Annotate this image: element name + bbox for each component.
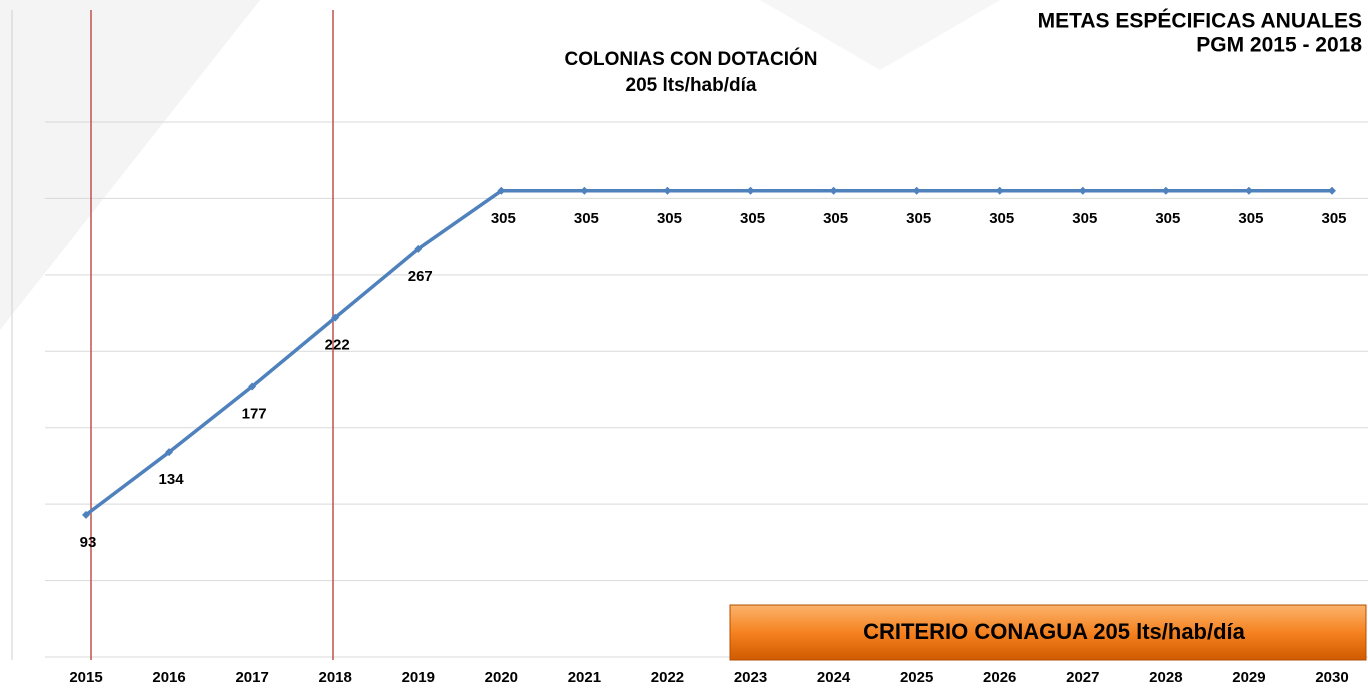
data-label: 305 (574, 210, 599, 227)
data-label: 305 (1072, 210, 1097, 227)
data-label: 305 (740, 210, 765, 227)
header: PGM 2015 - 2018 (1196, 34, 1362, 57)
x-tick-label: 2020 (485, 669, 518, 686)
point (663, 186, 672, 195)
data-label: 305 (491, 210, 516, 227)
point (82, 510, 90, 519)
chart-subtitle: 205 lts/hab/día (626, 75, 757, 96)
data-label: 222 (325, 337, 350, 354)
x-tick-label: 2025 (900, 669, 933, 686)
x-tick-label: 2026 (983, 669, 1016, 686)
point (331, 313, 340, 322)
point (1161, 186, 1170, 195)
point (912, 186, 921, 195)
point (414, 244, 423, 253)
x-tick-label: 2027 (1066, 669, 1099, 686)
point (746, 186, 755, 195)
data-label: 134 (159, 471, 185, 488)
x-tick-label: 2022 (651, 669, 684, 686)
x-tick-label: 2018 (319, 669, 352, 686)
annotation: CRITERIO CONAGUA 205 lts/hab/día (863, 619, 1246, 644)
x-tick-label: 2021 (568, 669, 601, 686)
x-tick-label: 2023 (734, 669, 767, 686)
x-tick-label: 2015 (69, 669, 102, 686)
grid (45, 121, 1368, 658)
data-label: 177 (242, 405, 267, 422)
chart-title: COLONIAS CON DOTACIÓN (565, 48, 818, 70)
data-line (84, 189, 1332, 517)
data-label: 305 (1155, 210, 1180, 227)
x-tick-label: 2029 (1232, 669, 1265, 686)
x-tick-label: 2017 (235, 669, 268, 686)
background-shape (0, 0, 260, 330)
data-label: 305 (906, 210, 931, 227)
header: METAS ESPÉCIFICAS ANUALES (1038, 10, 1362, 33)
data-label: 305 (657, 210, 682, 227)
point (995, 186, 1004, 195)
background-shape (760, 0, 1000, 70)
data-label: 305 (1321, 210, 1346, 227)
point (829, 186, 838, 195)
data-label: 267 (408, 268, 433, 285)
point (1328, 186, 1336, 195)
data-label: 305 (1238, 210, 1263, 227)
point (165, 448, 174, 457)
point (1244, 186, 1253, 195)
annotation-box (729, 604, 1367, 661)
data-label: 305 (989, 210, 1014, 227)
data-label: 93 (80, 534, 97, 551)
x-tick-label: 2028 (1149, 669, 1182, 686)
point (1078, 186, 1087, 195)
point (580, 186, 589, 195)
data-label: 305 (823, 210, 848, 227)
point (248, 382, 257, 391)
plot: 93 134 177 222 267 305 305 305 305 305 305 305 305 30… (80, 186, 1347, 551)
x-tick-label: 2019 (402, 669, 435, 686)
point (497, 186, 506, 195)
x-tick-label: 2024 (817, 669, 851, 686)
x-tick-label: 2030 (1315, 669, 1348, 686)
x-tick-label: 2016 (152, 669, 185, 686)
